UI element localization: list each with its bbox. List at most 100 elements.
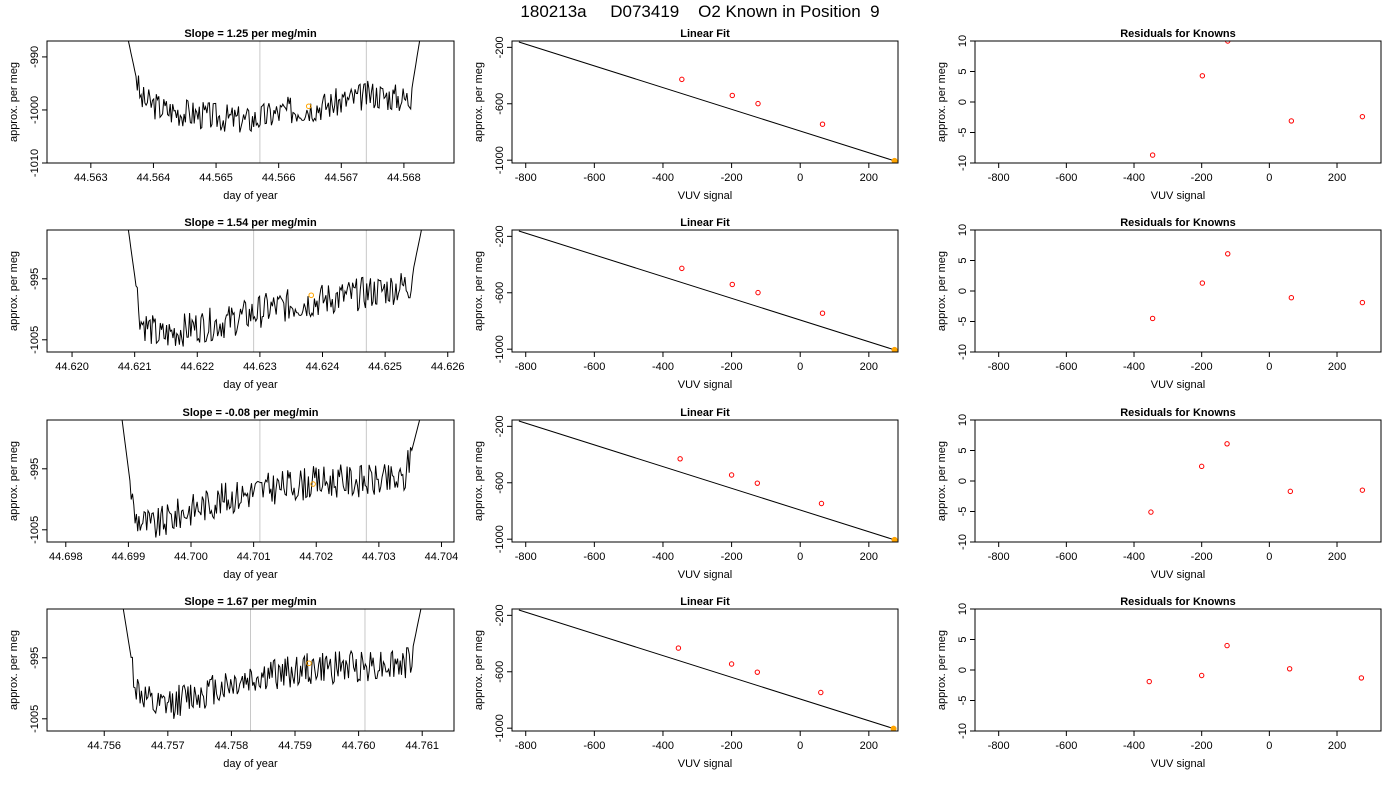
x-tick-label: 44.564 xyxy=(137,172,171,184)
known-point xyxy=(818,689,824,696)
plot-data xyxy=(518,609,897,731)
sample-marker xyxy=(890,725,897,731)
x-tick-label: 44.756 xyxy=(87,740,121,752)
plot-data xyxy=(518,420,898,542)
known-point xyxy=(675,645,682,651)
x-axis-label: VUV signal xyxy=(678,569,732,581)
y-tick-label: 0 xyxy=(957,288,969,294)
plot-data xyxy=(122,609,422,731)
x-tick-label: 44.620 xyxy=(55,361,89,373)
y-axis-label: approx. per meg xyxy=(936,441,948,521)
x-tick-label: -800 xyxy=(988,172,1010,184)
residual-point xyxy=(1358,675,1365,681)
plot-data xyxy=(1146,642,1365,685)
x-tick-label: 44.760 xyxy=(342,740,376,752)
plot-frame xyxy=(511,608,899,732)
x-tick-label: -800 xyxy=(988,551,1010,563)
x-tick-label: 44.761 xyxy=(405,740,439,752)
mean-marker xyxy=(308,292,315,299)
y-tick-label: -995 xyxy=(29,268,41,290)
x-tick-label: 44.621 xyxy=(118,361,152,373)
panel-title: Slope = 1.54 per meg/min xyxy=(184,217,317,229)
panel-title: Linear Fit xyxy=(680,217,730,229)
panel-2: Linear Fit -800 -600 -400 -200 0 200 -1000 -600 -… xyxy=(473,28,899,202)
x-tick-label: 44.701 xyxy=(237,551,271,563)
x-tick-label: 44.567 xyxy=(324,172,358,184)
residual-point xyxy=(1359,299,1366,306)
y-tick-label: -10 xyxy=(957,155,969,171)
mean-marker xyxy=(305,103,312,110)
plot-frame xyxy=(974,40,1382,164)
x-tick-label: 44.624 xyxy=(306,361,340,373)
y-axis-label: approx. per meg xyxy=(8,441,20,521)
x-tick-label: 200 xyxy=(860,740,878,752)
plot-frame xyxy=(974,419,1382,543)
x-tick-label: -400 xyxy=(652,551,674,563)
residual-point xyxy=(1224,441,1230,447)
y-axis-label: approx. per meg xyxy=(8,630,20,710)
y-tick-label: -10 xyxy=(957,534,969,550)
plot-frame xyxy=(511,40,899,164)
panel-title: Residuals for Knowns xyxy=(1120,407,1236,419)
residual-point xyxy=(1287,488,1294,495)
y-tick-label: -200 xyxy=(494,225,506,247)
y-tick-label: 10 xyxy=(957,224,969,236)
plot-data xyxy=(518,230,898,352)
panel-title: Linear Fit xyxy=(680,407,730,419)
plot-data xyxy=(1148,441,1366,515)
y-tick-label: -995 xyxy=(29,647,41,669)
x-tick-label: -200 xyxy=(1191,172,1213,184)
x-tick-label: -400 xyxy=(1123,361,1145,373)
panel-4: Slope = 1.54 per meg/min 44.620 44.621 44.6… xyxy=(8,217,465,391)
y-tick-label: -1010 xyxy=(29,149,41,177)
x-axis-label: VUV signal xyxy=(1151,569,1205,581)
known-point xyxy=(679,265,685,272)
panel-title: Residuals for Knowns xyxy=(1120,596,1236,608)
x-tick-label: 44.623 xyxy=(243,361,277,373)
residual-point xyxy=(1198,672,1205,679)
figure-title: 180213a D073419 O2 Known in Position 9 xyxy=(520,2,880,21)
y-tick-label: 10 xyxy=(957,603,969,615)
y-tick-label: -200 xyxy=(494,36,506,58)
x-tick-label: 44.759 xyxy=(278,740,312,752)
plot-frame xyxy=(46,229,455,353)
x-axis-label: day of year xyxy=(223,190,278,202)
x-axis-label: VUV signal xyxy=(678,190,732,202)
y-axis-label: approx. per meg xyxy=(473,630,485,710)
x-tick-label: 44.758 xyxy=(215,740,249,752)
panel-10: Slope = 1.67 per meg/min 44.756 44.757 44.7… xyxy=(8,596,455,770)
x-axis-label: VUV signal xyxy=(1151,190,1205,202)
x-tick-label: 44.626 xyxy=(431,361,465,373)
plot-frame xyxy=(511,419,899,543)
plot-frame xyxy=(46,40,455,164)
x-tick-label: 44.698 xyxy=(49,551,83,563)
known-point xyxy=(754,669,761,675)
x-tick-label: -200 xyxy=(721,551,743,563)
x-tick-label: 0 xyxy=(1266,361,1272,373)
known-point xyxy=(729,281,735,288)
x-tick-label: 200 xyxy=(860,551,878,563)
x-tick-label: -800 xyxy=(515,551,537,563)
x-tick-label: 44.565 xyxy=(199,172,233,184)
mean-marker xyxy=(310,481,316,487)
x-tick-label: 0 xyxy=(1266,740,1272,752)
plot-frame xyxy=(511,229,899,353)
y-tick-label: 0 xyxy=(957,667,969,673)
x-tick-label: 200 xyxy=(1328,551,1346,563)
x-tick-label: 44.757 xyxy=(151,740,185,752)
x-tick-label: 44.700 xyxy=(174,551,208,563)
y-tick-label: -5 xyxy=(957,696,969,706)
panel-6: Residuals for Knowns -800 -600 -400 -200 0 200… xyxy=(936,217,1382,391)
x-tick-label: 44.563 xyxy=(74,172,108,184)
y-axis-label: approx. per meg xyxy=(473,441,485,521)
x-tick-label: -400 xyxy=(652,740,674,752)
y-tick-label: -995 xyxy=(29,458,41,480)
residual-point xyxy=(1359,487,1366,493)
y-axis-label: approx. per meg xyxy=(473,62,485,142)
known-point xyxy=(755,289,761,296)
x-axis-label: VUV signal xyxy=(678,758,732,770)
known-point xyxy=(819,310,826,316)
residual-point xyxy=(1288,295,1295,301)
x-tick-label: -800 xyxy=(988,361,1010,373)
plot-data xyxy=(1149,41,1366,158)
